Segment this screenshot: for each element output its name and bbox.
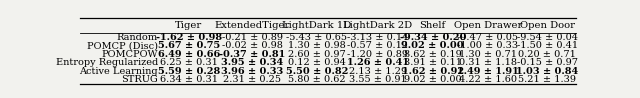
Text: 0.20 ± 0.71: 0.20 ± 0.71: [518, 50, 576, 59]
Text: LightDark 1D: LightDark 1D: [282, 21, 351, 30]
Text: -5.43 ± 0.65: -5.43 ± 0.65: [287, 33, 348, 42]
Text: 3.91 ± 0.11: 3.91 ± 0.11: [404, 58, 461, 67]
Text: 2.13 ± 1.29: 2.13 ± 1.29: [349, 67, 406, 76]
Text: Open Door: Open Door: [520, 21, 575, 30]
Text: 4.22 ± 1.60: 4.22 ± 1.60: [459, 75, 517, 84]
Text: 1.30 ± 0.98: 1.30 ± 0.98: [288, 41, 346, 50]
Text: 5.80 ± 0.62: 5.80 ± 0.62: [288, 75, 346, 84]
Text: 1.49 ± 1.91: 1.49 ± 1.91: [457, 67, 518, 76]
Text: 2.60 ± 0.97: 2.60 ± 0.97: [288, 50, 346, 59]
Text: 9.02 ± 0.00: 9.02 ± 0.00: [404, 75, 461, 84]
Text: 6.49 ± 0.66: 6.49 ± 0.66: [157, 50, 220, 59]
Text: 8.62 ± 0.19: 8.62 ± 0.19: [404, 50, 461, 59]
Text: 6.25 ± 0.31: 6.25 ± 0.31: [160, 58, 218, 67]
Text: -0.57 ± 0.12: -0.57 ± 0.12: [347, 41, 408, 50]
Text: -0.02 ± 0.98: -0.02 ± 0.98: [222, 41, 283, 50]
Text: 6.34 ± 0.31: 6.34 ± 0.31: [160, 75, 218, 84]
Text: -3.13 ± 0.14: -3.13 ± 0.14: [347, 33, 408, 42]
Text: 1.30 ± 0.71: 1.30 ± 0.71: [459, 50, 517, 59]
Text: Active Learning: Active Learning: [79, 67, 158, 76]
Text: Entropy Regularized: Entropy Regularized: [56, 58, 158, 67]
Text: -0.21 ± 0.89: -0.21 ± 0.89: [221, 33, 283, 42]
Text: -1.20 ± 0.89: -1.20 ± 0.89: [347, 50, 408, 59]
Text: 0.31 ± 1.18: 0.31 ± 1.18: [459, 58, 517, 67]
Text: Random: Random: [117, 33, 158, 42]
Text: 3.96 ± 0.33: 3.96 ± 0.33: [221, 67, 284, 76]
Text: 0.12 ± 0.94: 0.12 ± 0.94: [288, 58, 346, 67]
Text: -0.15 ± 0.97: -0.15 ± 0.97: [516, 58, 577, 67]
Text: LightDark 2D: LightDark 2D: [343, 21, 412, 30]
Text: 2.31 ± 0.25: 2.31 ± 0.25: [223, 75, 281, 84]
Text: 3.95 ± 0.34: 3.95 ± 0.34: [221, 58, 284, 67]
Text: Tiger: Tiger: [175, 21, 202, 30]
Text: Shelf: Shelf: [420, 21, 446, 30]
Text: 5.50 ± 0.82: 5.50 ± 0.82: [286, 67, 348, 76]
Text: POMCPOW: POMCPOW: [101, 50, 158, 59]
Text: -0.37 ± 0.81: -0.37 ± 0.81: [219, 50, 285, 59]
Text: -1.50 ± 0.41: -1.50 ± 0.41: [516, 41, 578, 50]
Text: -9.47 ± 0.05: -9.47 ± 0.05: [458, 33, 518, 42]
Text: ExtendedTiger: ExtendedTiger: [214, 21, 290, 30]
Text: 1.62 ± 0.92: 1.62 ± 0.92: [402, 67, 464, 76]
Text: 1.03 ± 0.84: 1.03 ± 0.84: [516, 67, 578, 76]
Text: POMCP (Disc): POMCP (Disc): [87, 41, 158, 50]
Text: -9.34 ± 0.20: -9.34 ± 0.20: [399, 33, 466, 42]
Text: STRUG: STRUG: [121, 75, 158, 84]
Text: 1.26 ± 0.41: 1.26 ± 0.41: [347, 58, 408, 67]
Text: 5.21 ± 1.39: 5.21 ± 1.39: [518, 75, 576, 84]
Text: 5.59 ± 0.28: 5.59 ± 0.28: [157, 67, 220, 76]
Text: 9.02 ± 0.00: 9.02 ± 0.00: [401, 41, 464, 50]
Text: -9.54 ± 0.04: -9.54 ± 0.04: [516, 33, 577, 42]
Text: -1.62 ± 0.98: -1.62 ± 0.98: [156, 33, 222, 42]
Text: 5.67 ± 0.75: 5.67 ± 0.75: [157, 41, 220, 50]
Text: -1.00 ± 0.33: -1.00 ± 0.33: [457, 41, 518, 50]
Text: Open Drawer: Open Drawer: [454, 21, 522, 30]
Text: 3.55 ± 0.91: 3.55 ± 0.91: [349, 75, 406, 84]
